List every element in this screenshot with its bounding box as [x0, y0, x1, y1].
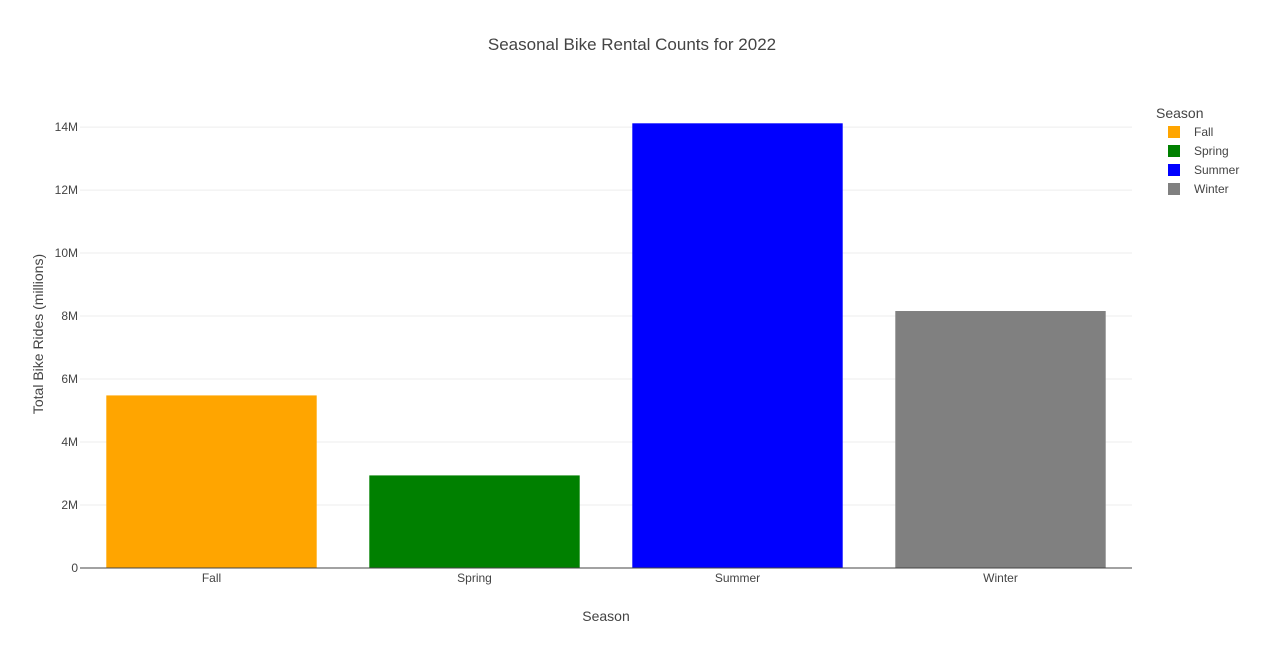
bar-summer[interactable] — [632, 123, 843, 569]
y-tick-label: 10M — [55, 246, 78, 260]
bar-fall[interactable] — [106, 395, 317, 568]
x-tick-label: Summer — [715, 571, 760, 585]
y-tick-label: 14M — [55, 120, 78, 134]
legend-label: Summer — [1194, 163, 1239, 177]
legend-swatch — [1168, 126, 1180, 138]
legend-item-summer[interactable]: Summer — [1168, 163, 1239, 177]
bars — [106, 123, 1106, 569]
x-axis-title: Season — [582, 608, 629, 624]
y-tick-label: 8M — [61, 309, 78, 323]
legend-swatch — [1168, 145, 1180, 157]
legend-item-spring[interactable]: Spring — [1168, 144, 1229, 158]
chart-title: Seasonal Bike Rental Counts for 2022 — [488, 35, 776, 54]
x-axis-ticks: Fall Spring Summer Winter — [202, 571, 1018, 585]
legend-swatch — [1168, 164, 1180, 176]
legend-title: Season — [1156, 105, 1203, 121]
y-tick-label: 4M — [61, 435, 78, 449]
y-tick-label: 2M — [61, 498, 78, 512]
y-tick-label: 0 — [71, 561, 78, 575]
legend-label: Fall — [1194, 125, 1213, 139]
legend-item-fall[interactable]: Fall — [1168, 125, 1213, 139]
x-tick-label: Winter — [983, 571, 1018, 585]
y-axis-ticks: 0 2M 4M 6M 8M 10M 12M 14M — [55, 120, 79, 575]
legend-items: Fall Spring Summer Winter — [1168, 125, 1239, 196]
legend: Season Fall Spring Summer Winter — [1156, 105, 1239, 196]
legend-label: Spring — [1194, 144, 1229, 158]
y-tick-label: 6M — [61, 372, 78, 386]
legend-label: Winter — [1194, 182, 1229, 196]
bar-spring[interactable] — [369, 475, 580, 568]
legend-swatch — [1168, 183, 1180, 195]
x-tick-label: Fall — [202, 571, 221, 585]
y-axis-title: Total Bike Rides (millions) — [30, 254, 46, 414]
legend-item-winter[interactable]: Winter — [1168, 182, 1229, 196]
y-tick-label: 12M — [55, 183, 78, 197]
bar-winter[interactable] — [895, 311, 1106, 568]
x-tick-label: Spring — [457, 571, 492, 585]
